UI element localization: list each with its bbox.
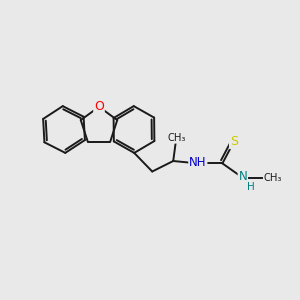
Text: S: S (230, 135, 238, 148)
Text: NH: NH (189, 156, 207, 169)
Text: CH₃: CH₃ (264, 173, 282, 183)
Text: CH₃: CH₃ (167, 133, 185, 143)
Text: H: H (247, 182, 254, 192)
Text: O: O (94, 100, 104, 113)
Text: N: N (238, 170, 247, 183)
